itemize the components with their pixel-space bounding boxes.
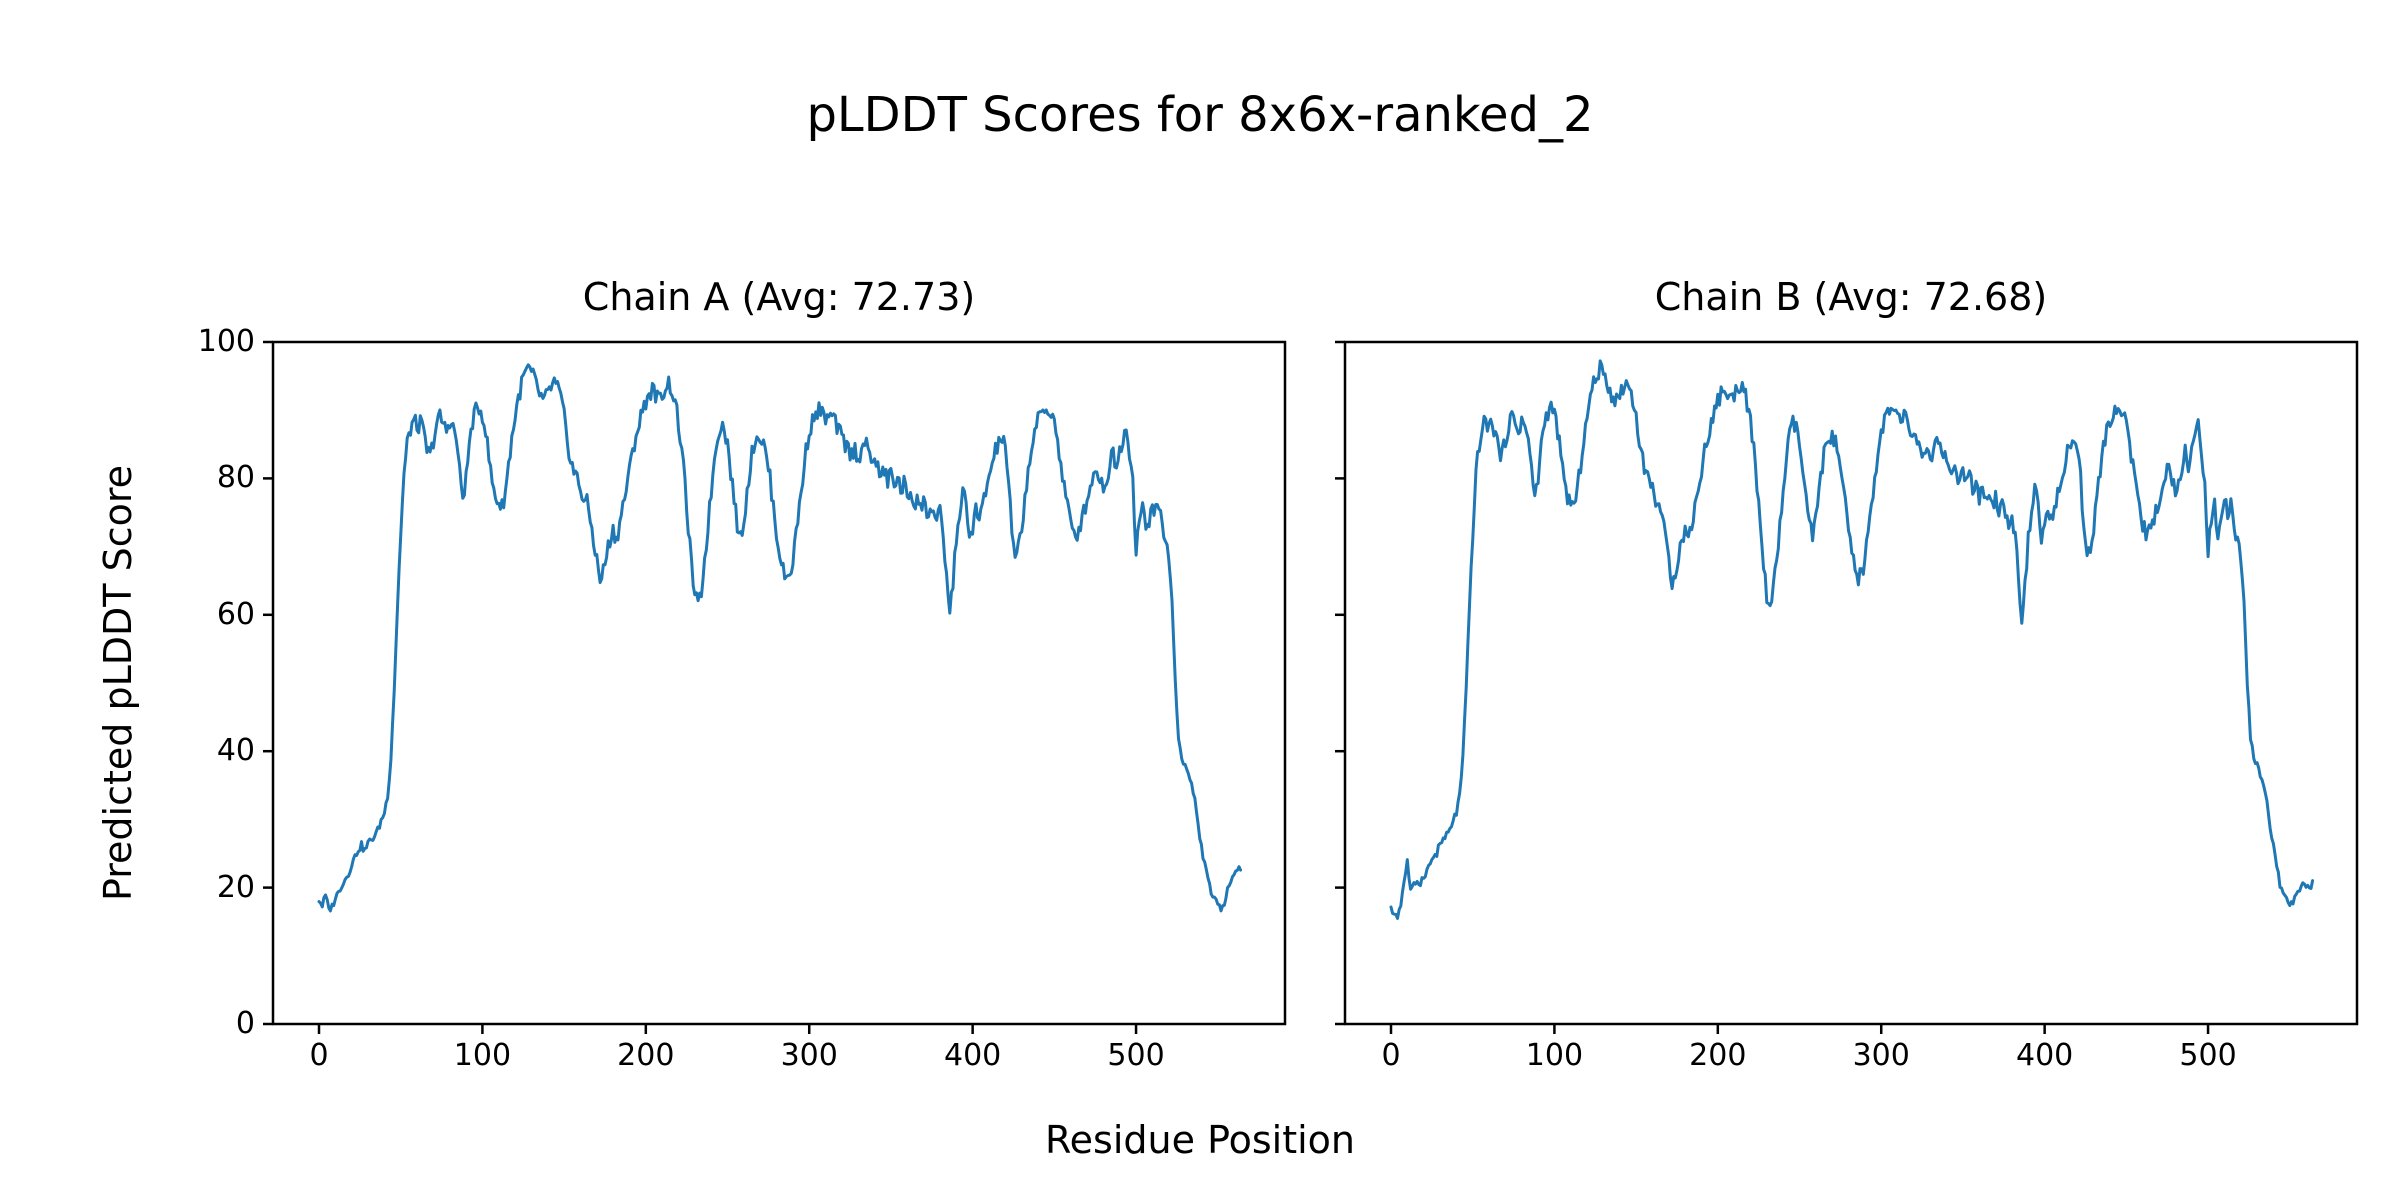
x-axis-label: Residue Position	[1044, 1118, 1356, 1162]
x-tick-label: 300	[780, 1038, 838, 1073]
subplot-chain-a: Chain A (Avg: 72.73) 0 100 200 300 400 500 0 20…	[198, 275, 1287, 1073]
chain-b-plot-area	[1335, 340, 2359, 1034]
y-tick-label: 60	[216, 596, 255, 632]
axes-frame	[1343, 340, 2359, 1026]
y-tick-label: 40	[216, 733, 255, 769]
y-tick-label: 0	[235, 1006, 255, 1041]
y-tick-label: 80	[216, 460, 255, 496]
y-tick-label: 20	[216, 869, 255, 905]
x-tick-label: 500	[1107, 1038, 1165, 1073]
chain-a-plot-area	[263, 340, 1287, 1034]
x-tick-label: 300	[1852, 1038, 1910, 1073]
y-tick-label: 100	[197, 324, 255, 359]
x-tick-label: 100	[453, 1038, 512, 1073]
x-tick-label: 100	[1525, 1038, 1584, 1073]
x-tick-label: 500	[2179, 1038, 2237, 1073]
figure-title: pLDDT Scores for 8x6x-ranked_2	[806, 87, 1594, 143]
x-tick-label: 200	[617, 1038, 675, 1073]
subplot-chain-b: Chain B (Avg: 72.68) 0 100 200 300 400 500	[1335, 275, 2359, 1073]
x-tick-label: 400	[2016, 1038, 2074, 1073]
y-axis-label: Predicted pLDDT Score	[96, 465, 140, 901]
x-tick-label: 200	[1689, 1038, 1747, 1073]
subplot-title-chain-a: Chain A (Avg: 72.73)	[582, 275, 976, 319]
plddt-line	[1389, 359, 2315, 920]
x-tick-label: 400	[944, 1038, 1002, 1073]
x-tick-label: 0	[309, 1038, 329, 1073]
subplot-title-chain-b: Chain B (Avg: 72.68)	[1654, 275, 2048, 319]
x-tick-label: 0	[1381, 1038, 1401, 1073]
axes-frame	[271, 340, 1287, 1026]
plddt-line	[317, 363, 1243, 913]
